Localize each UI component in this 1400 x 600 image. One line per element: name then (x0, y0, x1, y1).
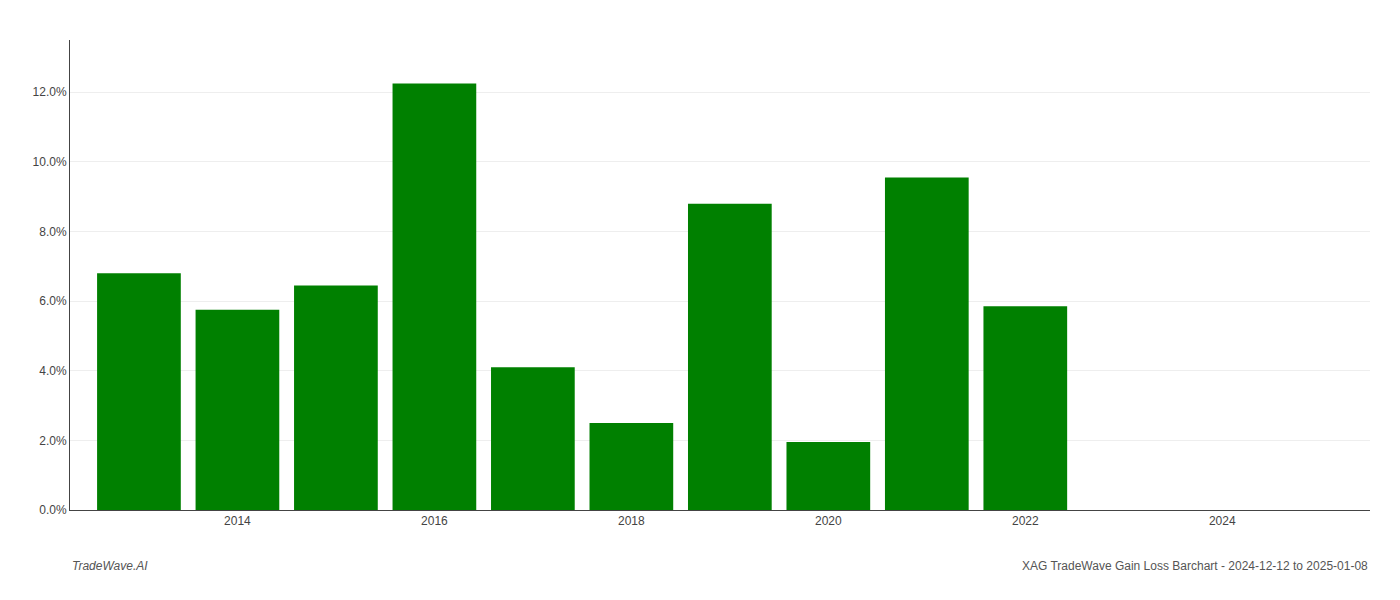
svg-text:XAG TradeWave Gain Loss Barcha: XAG TradeWave Gain Loss Barchart - 2024-… (1022, 559, 1368, 573)
svg-text:TradeWave.AI: TradeWave.AI (72, 559, 148, 573)
svg-text:12.0%: 12.0% (33, 85, 67, 99)
svg-text:2020: 2020 (815, 514, 842, 528)
svg-text:8.0%: 8.0% (39, 225, 67, 239)
svg-text:2018: 2018 (618, 514, 645, 528)
svg-text:2024: 2024 (1209, 514, 1236, 528)
svg-text:4.0%: 4.0% (39, 364, 67, 378)
svg-text:2014: 2014 (224, 514, 251, 528)
svg-text:0.0%: 0.0% (39, 503, 67, 517)
svg-text:2016: 2016 (421, 514, 448, 528)
svg-text:2022: 2022 (1012, 514, 1039, 528)
svg-text:6.0%: 6.0% (39, 294, 67, 308)
svg-text:10.0%: 10.0% (33, 155, 67, 169)
svg-text:2.0%: 2.0% (39, 434, 67, 448)
